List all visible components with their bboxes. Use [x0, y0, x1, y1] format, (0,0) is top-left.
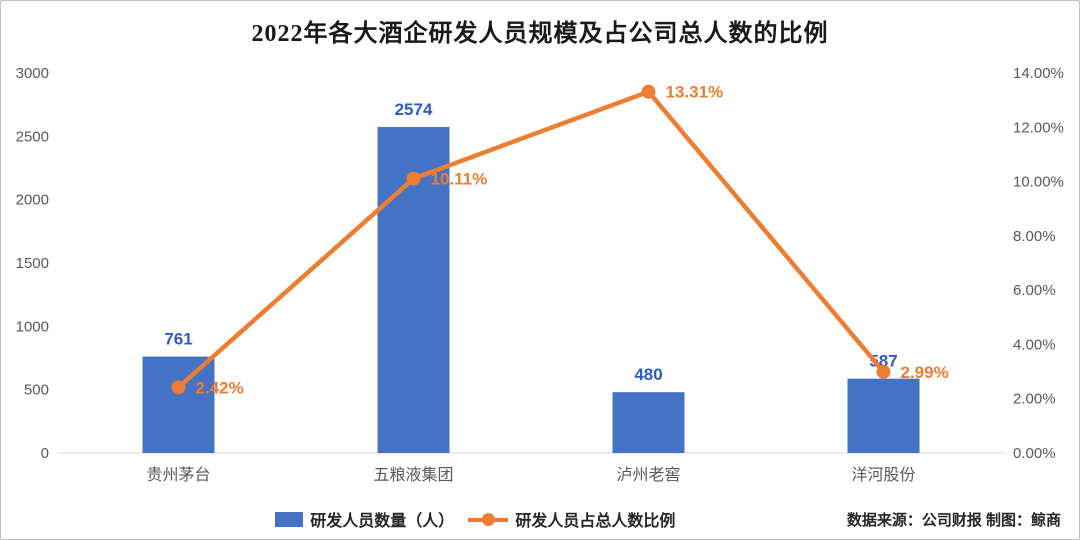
- chart-footer-row: 研发人员数量（人） 研发人员占总人数比例 数据来源：公司财报 制图：鲸商: [1, 507, 1079, 531]
- line-marker: [406, 171, 421, 186]
- combo-bar-line-chart: 0 500 1000 1500 2000 2500 3000 0.00% 2.00% 4.00% 6…: [16, 65, 1064, 484]
- legend-item-bar-series: 研发人员数量（人）: [275, 507, 454, 531]
- left-axis-tick-label: 2500: [16, 128, 49, 145]
- line-data-label: 13.31%: [666, 83, 724, 102]
- bar-data-label: 2574: [395, 100, 433, 119]
- x-axis-category-label: 贵州茅台: [146, 466, 210, 484]
- bar: [847, 378, 920, 453]
- right-axis-tick-label: 0.00%: [1013, 445, 1056, 462]
- left-axis-tick-label: 2000: [16, 192, 49, 209]
- x-axis-category-label: 泸州老窖: [616, 466, 680, 484]
- line-marker: [876, 364, 891, 379]
- line-series-swatch-icon: [468, 512, 509, 527]
- bar-data-label: 480: [634, 365, 662, 384]
- left-axis-tick-label: 1500: [16, 255, 49, 272]
- right-axis-tick-label: 12.00%: [1013, 119, 1064, 136]
- line-series: [176, 89, 886, 390]
- legend-bar-series-label: 研发人员数量（人）: [310, 513, 455, 530]
- bar-data-label: 761: [164, 330, 192, 349]
- legend-line-series-label: 研发人员占总人数比例: [515, 513, 676, 530]
- bar: [612, 392, 685, 453]
- right-axis-tick-label: 10.00%: [1013, 174, 1064, 191]
- left-axis-tick-label: 500: [24, 382, 49, 399]
- line-marker: [171, 380, 186, 395]
- legend-item-line-series: 研发人员占总人数比例: [468, 507, 675, 531]
- bar: [142, 356, 215, 453]
- bar-series-swatch-icon: [275, 511, 304, 527]
- x-axis-category-label: 洋河股份: [851, 466, 915, 484]
- chart-title: 2022年各大酒企研发人员规模及占公司总人数的比例: [251, 21, 829, 47]
- right-axis-tick-label: 4.00%: [1013, 336, 1056, 353]
- line-swatch-marker: [482, 512, 496, 526]
- right-axis-tick-label: 14.00%: [1013, 65, 1064, 82]
- line-data-label: 2.99%: [901, 363, 949, 382]
- right-axis-tick-label: 8.00%: [1013, 228, 1056, 245]
- left-axis-tick-label: 1000: [16, 318, 49, 335]
- left-axis-tick-label: 3000: [16, 65, 49, 82]
- line-data-label: 10.11%: [431, 170, 488, 189]
- line-data-label: 2.42%: [196, 378, 244, 397]
- line-marker: [641, 84, 656, 99]
- source-note: 数据来源：公司财报 制图：鲸商: [846, 512, 1061, 529]
- x-axis-category-label: 五粮液集团: [373, 466, 453, 484]
- right-axis-tick-label: 6.00%: [1013, 282, 1056, 299]
- legend: 研发人员数量（人） 研发人员占总人数比例: [275, 507, 675, 531]
- left-axis-tick-label: 0: [41, 445, 49, 462]
- right-axis-tick-label: 2.00%: [1013, 391, 1056, 408]
